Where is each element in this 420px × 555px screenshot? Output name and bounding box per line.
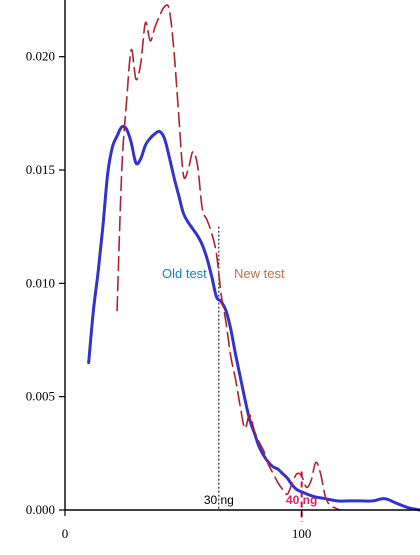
marker-label-0: 30 ng bbox=[204, 493, 234, 507]
axis-layer bbox=[64, 0, 420, 511]
new-test-label: New test bbox=[234, 266, 285, 281]
old-test-label: Old test bbox=[162, 266, 207, 281]
old-test-series-line bbox=[87, 124, 420, 512]
x-tick-label: 0 bbox=[62, 526, 69, 541]
tick-layer: 0.000 0.005 0.010 0.015 0.020 0 100 bbox=[26, 49, 312, 541]
y-tick-label: 0.010 bbox=[26, 275, 55, 290]
y-tick-label: 0.005 bbox=[26, 389, 55, 404]
label-layer: Old test New test bbox=[162, 266, 285, 281]
x-tick-label: 100 bbox=[292, 526, 312, 541]
new-test-series-line bbox=[116, 4, 341, 511]
y-tick-label: 0.020 bbox=[26, 49, 55, 64]
y-tick-label: 0.000 bbox=[26, 502, 55, 517]
series-layer bbox=[87, 4, 420, 512]
y-tick-label: 0.015 bbox=[26, 162, 55, 177]
